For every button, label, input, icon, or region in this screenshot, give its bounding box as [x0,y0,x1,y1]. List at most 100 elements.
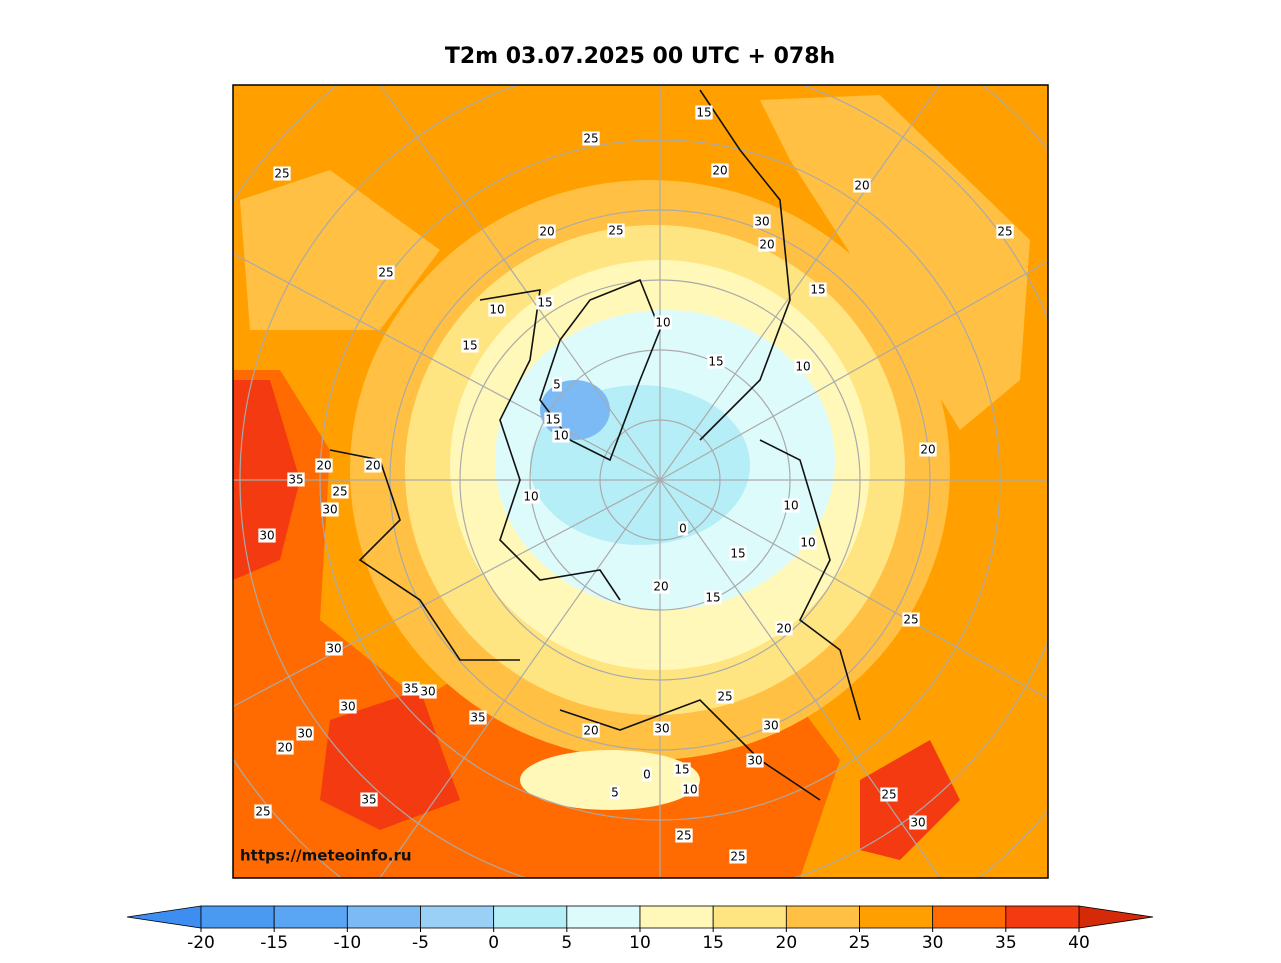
contour-label-bg [794,359,812,374]
contour-label-bg [607,223,625,238]
contour-label-bg [642,767,652,782]
contour-label-bg [522,489,540,504]
contour-label: 5 [553,378,561,392]
contour-label: 25 [903,613,918,627]
colorbar-bin [785,905,860,929]
contour-label-bg [902,612,920,627]
contour-label-bg [681,782,699,797]
colorbar-bin [493,905,568,929]
contour-label: 10 [553,429,568,443]
contour-label: 20 [539,225,554,239]
contour-label: 15 [705,591,720,605]
contour-label: 15 [537,296,552,310]
contour-label-bg [273,166,291,181]
contour-label: 25 [608,224,623,238]
contour-label-bg [315,458,333,473]
contour-label: 35 [403,682,418,696]
contour-label: 30 [763,719,778,733]
contour-label-bg [360,792,378,807]
contour-label: 20 [277,741,292,755]
contour-label: 10 [655,316,670,330]
contour-label: 30 [259,529,274,543]
contour-label-bg [919,442,937,457]
colorbar-bin [566,905,641,929]
contour-label-bg [880,787,898,802]
contour-label: 5 [611,786,619,800]
contour-label: 25 [583,132,598,146]
contour-label: 25 [676,829,691,843]
contour-label: 25 [255,805,270,819]
contour-label-bg [321,502,339,517]
contour-label-bg [461,338,479,353]
contour-label-bg [707,354,725,369]
contour-label-bg [678,521,688,536]
colorbar-tick-label: 0 [488,933,499,953]
contour-label: 20 [776,622,791,636]
colorbar-over [1078,905,1154,929]
contour-label-bg [695,105,713,120]
contour-label-bg [758,237,776,252]
contour-label: 35 [470,711,485,725]
colorbar-tick-label: 20 [776,933,798,953]
colorbar-under [126,905,202,929]
contour-label-bg [469,710,487,725]
contour-label: 30 [747,754,762,768]
warm-region [240,95,1030,430]
contour-label-bg [276,740,294,755]
contour-label: 30 [420,685,435,699]
colorbar-tick-label: -10 [333,933,361,953]
colorbar-tick-label: 10 [629,933,651,953]
contour-label: 15 [810,283,825,297]
contour-label: 25 [332,485,347,499]
contour-label: 20 [920,443,935,457]
contour-label-bg [544,412,562,427]
contour-label-bg [996,224,1014,239]
contour-label-bg [582,131,600,146]
contour-label: 30 [340,700,355,714]
watermark: https://meteoinfo.ru [240,847,412,865]
contour-label-bg [711,163,729,178]
map-frame [232,84,1049,879]
contour-label-bg [652,579,670,594]
colorbar-tick-label: -15 [260,933,288,953]
contour-label: 25 [730,850,745,864]
contour-label-bg [673,762,691,777]
contour-label-bg [653,721,671,736]
contour-label-bg [809,282,827,297]
colorbar-bin [1005,905,1080,929]
contour-label-bg [254,804,272,819]
contour-label-bg [538,224,556,239]
contour-label: 30 [322,503,337,517]
contour-label: 10 [682,783,697,797]
contour-label-bg [729,849,747,864]
colorbar-bin [346,905,421,929]
contour-label: 30 [910,816,925,830]
colorbar-bin [420,905,495,929]
colorbar-tick-label: 30 [922,933,944,953]
contour-label: 20 [854,179,869,193]
contour-label: 20 [653,580,668,594]
colorbar-tick-label: -5 [412,933,429,953]
contour-label-bg [675,828,693,843]
contour-label-bg [610,785,620,800]
contour-label-bg [775,621,793,636]
title: T2m 03.07.2025 00 UTC + 078h [445,44,835,69]
contour-label: 35 [288,473,303,487]
contour-label-bg [339,699,357,714]
contour-label: 20 [583,724,598,738]
contour-label: 20 [365,459,380,473]
contour-label: 10 [489,303,504,317]
contour-label: 15 [545,413,560,427]
colorbar-tick-label: 15 [702,933,724,953]
contour-label-bg [536,295,554,310]
colorbar-tick-label: 25 [849,933,871,953]
contour-label: 15 [674,763,689,777]
colorbar-tick-label: 5 [561,933,572,953]
contour-label-bg [799,535,817,550]
contour-label: 0 [679,522,687,536]
contour-label-bg [582,723,600,738]
contour-label: 35 [361,793,376,807]
